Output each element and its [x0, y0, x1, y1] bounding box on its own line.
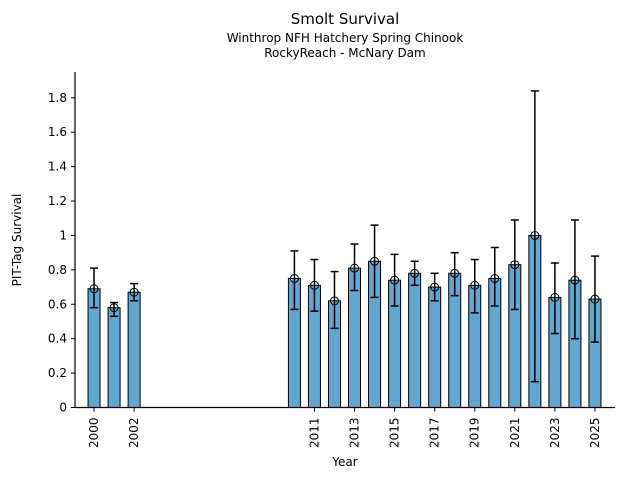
chart-subtitle-line2: RockyReach - McNary Dam: [264, 46, 426, 60]
marker-2018: [450, 268, 460, 278]
y-tick-label-1.6: 1.6: [48, 125, 67, 139]
bar-2001: [107, 307, 121, 409]
x-axis-label: Year: [332, 455, 358, 469]
marker-2000: [89, 284, 99, 294]
x-tick-label-2017: 2017: [428, 418, 442, 449]
y-axis-label: PIT-Tag Survival: [10, 193, 24, 287]
marker-2019: [470, 280, 480, 290]
marker-2024: [570, 275, 580, 285]
marker-2001: [109, 303, 119, 313]
marker-2021: [510, 260, 520, 270]
marker-2020: [490, 273, 500, 283]
marker-2015: [390, 275, 400, 285]
x-tick-label-2015: 2015: [388, 418, 402, 449]
marker-2022: [530, 230, 540, 240]
bar-2016: [408, 272, 422, 408]
x-tick-label-2000: 2000: [87, 418, 101, 449]
y-tick-label-1: 1: [59, 228, 67, 242]
marker-2017: [430, 282, 440, 292]
y-tick-label-0: 0: [59, 401, 67, 415]
marker-2016: [410, 268, 420, 278]
bar-2002: [127, 291, 141, 409]
x-tick-label-2021: 2021: [508, 418, 522, 449]
x-tick-label-2019: 2019: [468, 418, 482, 449]
marker-2025: [590, 294, 600, 304]
marker-2002: [129, 287, 139, 297]
x-tick-label-2002: 2002: [127, 418, 141, 449]
x-tick-label-2011: 2011: [307, 418, 321, 449]
y-tick-label-1.8: 1.8: [48, 91, 67, 105]
chart-subtitle-line1: Winthrop NFH Hatchery Spring Chinook: [226, 31, 464, 45]
marker-2010: [289, 273, 299, 283]
y-tick-label-1.4: 1.4: [48, 160, 67, 174]
x-tick-label-2013: 2013: [348, 418, 362, 449]
x-tick-label-2025: 2025: [588, 418, 602, 449]
chart-title: Smolt Survival: [290, 10, 400, 28]
bar-2017: [428, 286, 442, 409]
marker-2013: [350, 263, 360, 273]
marker-2014: [370, 256, 380, 266]
y-tick-label-0.2: 0.2: [48, 366, 67, 380]
marker-2011: [309, 280, 319, 290]
marker-2023: [550, 292, 560, 302]
y-tick-label-0.4: 0.4: [48, 332, 67, 346]
marker-2012: [329, 296, 339, 306]
y-tick-label-1.2: 1.2: [48, 194, 67, 208]
y-tick-label-0.8: 0.8: [48, 263, 67, 277]
x-tick-label-2023: 2023: [548, 418, 562, 449]
y-tick-label-0.6: 0.6: [48, 297, 67, 311]
